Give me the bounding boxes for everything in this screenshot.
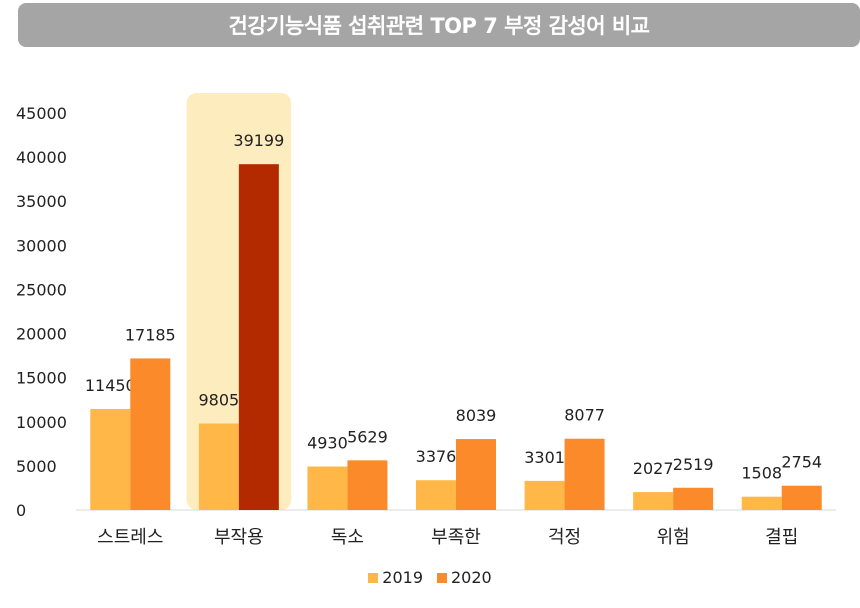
data-label: 5629 — [347, 427, 388, 446]
y-tick-label: 5000 — [16, 457, 57, 476]
legend-item: 2020 — [437, 568, 492, 587]
y-tick-label: 0 — [16, 501, 26, 520]
y-tick-label: 35000 — [16, 192, 67, 211]
chart-title-bar: 건강기능식품 섭취관련 TOP 7 부정 감성어 비교 — [18, 3, 860, 47]
data-label: 3301 — [524, 448, 565, 467]
bar-2020 — [347, 460, 388, 510]
data-label: 2754 — [781, 453, 822, 472]
bar-2019 — [524, 480, 565, 510]
data-label: 1508 — [741, 464, 782, 483]
bar-2020 — [238, 164, 279, 510]
legend-swatch — [368, 572, 379, 583]
category-label: 스트레스 — [97, 527, 163, 548]
legend: 2019 2020 — [0, 568, 860, 587]
bar-2020 — [673, 487, 714, 510]
bar-2020 — [456, 439, 496, 510]
legend-swatch — [437, 572, 447, 583]
y-tick-label: 40000 — [16, 148, 67, 167]
data-label: 8077 — [564, 406, 605, 425]
category-label: 위험 — [657, 527, 690, 548]
y-tick-label: 15000 — [16, 369, 67, 388]
bar-2019 — [307, 466, 348, 510]
data-label: 3376 — [416, 447, 457, 466]
bar-2019 — [90, 408, 131, 510]
data-label: 9805 — [198, 390, 239, 409]
legend-label: 2019 — [382, 568, 423, 587]
bar-2019 — [198, 423, 239, 510]
category-label: 독소 — [331, 527, 364, 548]
y-tick-label: 20000 — [16, 325, 67, 344]
bar-2019 — [416, 480, 456, 510]
data-label: 11450 — [85, 376, 136, 395]
chart-title: 건강기능식품 섭취관련 TOP 7 부정 감성어 비교 — [228, 14, 651, 38]
data-label: 17185 — [125, 325, 176, 344]
legend-item: 2019 — [368, 568, 423, 587]
data-label: 2519 — [673, 455, 714, 474]
bar-chart: 0 5000 10000 15000 20000 25000 30000 35000 40000… — [16, 93, 836, 548]
y-tick-label: 30000 — [16, 236, 67, 255]
data-label: 4930 — [307, 434, 348, 453]
data-label: 2027 — [633, 459, 674, 478]
category-label: 걱정 — [548, 527, 581, 548]
bar-2020 — [130, 358, 171, 510]
y-tick-label: 10000 — [16, 413, 67, 432]
legend-label: 2020 — [451, 568, 492, 587]
category-label: 부족한 — [431, 527, 481, 548]
category-label: 결핍 — [765, 527, 798, 548]
y-tick-label: 45000 — [16, 104, 67, 123]
bar-2020 — [564, 438, 605, 510]
category-label: 부작용 — [214, 527, 264, 548]
data-label: 39199 — [233, 131, 284, 150]
bar-2019 — [741, 496, 782, 510]
data-label: 8039 — [456, 406, 497, 425]
y-tick-label: 25000 — [16, 280, 67, 299]
bar-2019 — [633, 492, 674, 510]
bar-2020 — [781, 485, 822, 510]
